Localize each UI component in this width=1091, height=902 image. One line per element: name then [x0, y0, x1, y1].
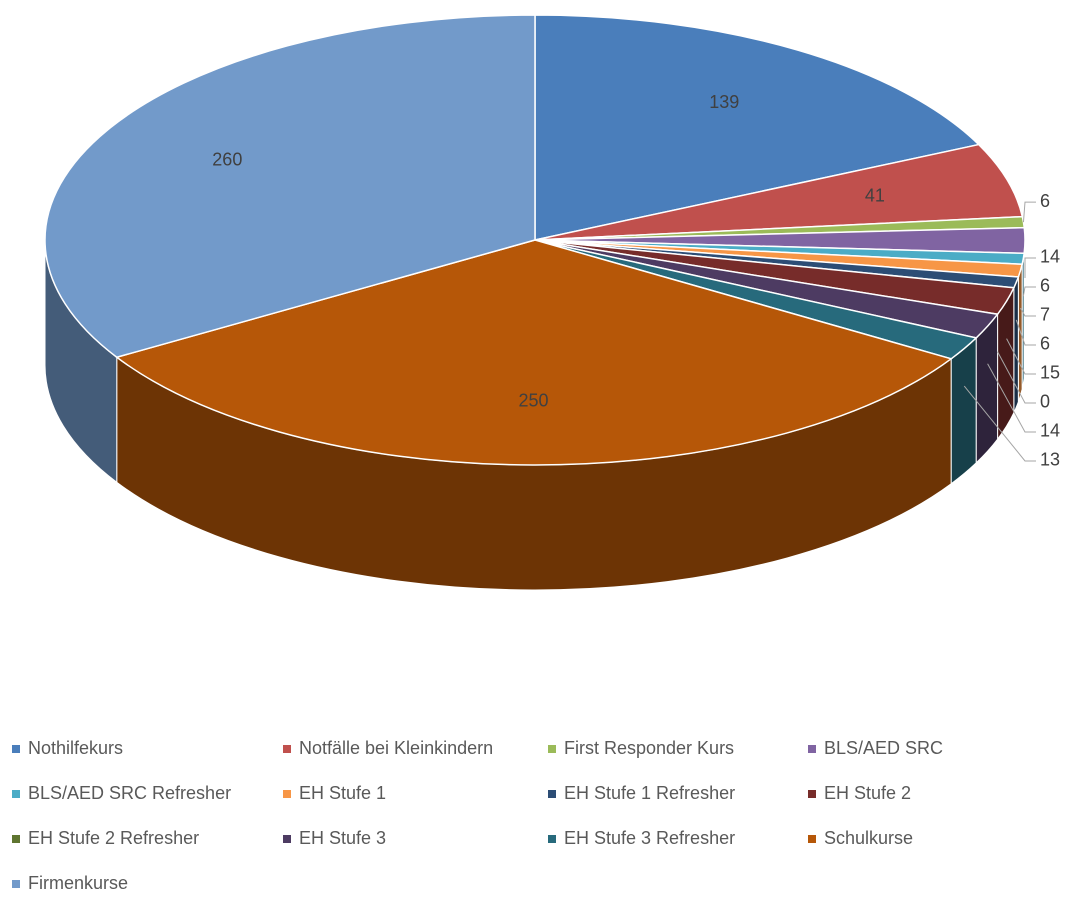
leader-line	[1022, 286, 1036, 297]
legend: Nothilfekurs Notfälle bei Kleinkindern Fir…	[12, 738, 943, 893]
data-label: 139	[709, 92, 739, 112]
legend-label: EH Stufe 2	[824, 783, 911, 803]
legend-swatch	[12, 880, 20, 888]
data-label: 15	[1040, 363, 1060, 383]
legend-swatch	[548, 790, 556, 798]
legend-label: EH Stufe 1 Refresher	[564, 783, 735, 803]
leader-line	[987, 363, 1036, 433]
data-label: 13	[1040, 450, 1060, 470]
legend-label: Notfälle bei Kleinkindern	[299, 738, 493, 758]
legend-label: BLS/AED SRC	[824, 738, 943, 758]
legend-swatch	[808, 745, 816, 753]
legend-label: EH Stufe 3 Refresher	[564, 828, 735, 848]
pie-slice	[534, 14, 981, 241]
pie-slice	[115, 239, 953, 466]
leader-line	[1015, 319, 1036, 346]
pie-tops	[44, 14, 1026, 466]
leader-line	[963, 385, 1036, 462]
data-labels: 139 41 6 14 6 7 6 15 0 14 13 250 260	[212, 92, 1060, 470]
legend-label: EH Stufe 1	[299, 783, 386, 803]
leader-line	[1024, 257, 1036, 278]
legend-label: EH Stufe 2 Refresher	[28, 828, 199, 848]
data-label: 250	[519, 391, 549, 411]
leader-line	[997, 351, 1036, 404]
legend-swatch	[283, 790, 291, 798]
leader-line	[1020, 307, 1036, 317]
legend-swatch	[548, 835, 556, 843]
pie-side	[1017, 264, 1023, 403]
pie-side	[1013, 276, 1019, 413]
legend-swatch	[12, 745, 20, 753]
data-label: 14	[1040, 247, 1060, 267]
legend-swatch	[808, 790, 816, 798]
pie-slice	[44, 14, 536, 359]
data-label: 41	[865, 185, 885, 205]
data-label: 260	[212, 149, 242, 169]
legend-swatch	[808, 835, 816, 843]
leader-line	[1006, 338, 1036, 375]
legend-label: Schulkurse	[824, 828, 913, 848]
legend-label: First Responder Kurs	[564, 738, 734, 758]
data-label: 6	[1040, 334, 1050, 354]
data-label: 6	[1040, 191, 1050, 211]
legend-swatch	[283, 745, 291, 753]
legend-label: BLS/AED SRC Refresher	[28, 783, 231, 803]
data-label: 7	[1040, 305, 1050, 325]
data-label: 14	[1040, 421, 1060, 441]
leader-line	[1022, 201, 1036, 223]
pie-slice	[534, 143, 1024, 241]
legend-swatch	[12, 835, 20, 843]
legend-label: Firmenkurse	[28, 873, 128, 893]
pie-side	[950, 336, 977, 485]
legend-label: Nothilfekurs	[28, 738, 123, 758]
legend-label: EH Stufe 3	[299, 828, 386, 848]
data-label: 6	[1040, 276, 1050, 296]
legend-swatch	[548, 745, 556, 753]
legend-swatch	[12, 790, 20, 798]
pie-side	[975, 312, 999, 465]
pie-sides	[44, 239, 1026, 591]
data-label: 0	[1040, 392, 1050, 412]
legend-swatch	[283, 835, 291, 843]
